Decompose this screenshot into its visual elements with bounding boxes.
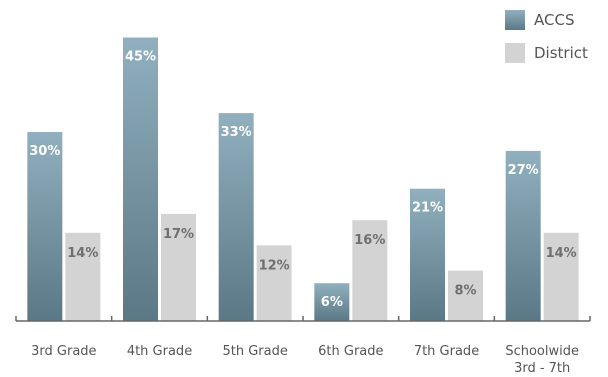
bar-district-3rd-grade (65, 232, 101, 321)
bar-accs-3rd-grade (27, 132, 63, 321)
bar-district-6th-grade (352, 220, 388, 321)
data-label-accs-7th-grade: 21% (412, 201, 443, 216)
data-label-accs-5th-grade: 33% (221, 125, 252, 140)
bar-district-7th-grade (448, 270, 483, 321)
data-label-district-7th-grade: 8% (454, 284, 476, 299)
x-tick-label-3rd-grade: 3rd Grade (31, 344, 96, 359)
bar-district-schoolwide-3rd-7th (543, 232, 579, 321)
x-axis: 3rd Grade 4th Grade 5th Grade 6th Grade 7th … (15, 316, 591, 376)
bar-accs-schoolwide-3rd-7th (505, 150, 541, 321)
x-tick-label-4th-grade: 4th Grade (127, 344, 192, 359)
data-label-district-4th-grade: 17% (163, 227, 194, 242)
data-label-accs-3rd-grade: 30% (29, 144, 60, 159)
bar-accs-5th-grade (218, 113, 254, 321)
legend-label-accs: ACCS (534, 11, 574, 29)
data-label-accs-4th-grade: 45% (125, 50, 156, 65)
data-label-accs-6th-grade: 6% (321, 295, 343, 310)
data-label-district-5th-grade: 12% (259, 258, 290, 273)
bar-accs-4th-grade (123, 37, 158, 321)
data-label-district-3rd-grade: 14% (67, 246, 98, 261)
data-label-accs-schoolwide-3rd-7th: 27% (508, 163, 539, 178)
legend-swatch-district (505, 43, 525, 63)
legend-label-district: District (534, 44, 588, 62)
data-label-district-6th-grade: 16% (354, 233, 385, 248)
legend: ACCS District (505, 10, 588, 63)
bar-accs-6th-grade (314, 283, 350, 321)
bar-district-5th-grade (256, 245, 292, 321)
x-tick-label-schoolwide-3rd-7th: Schoolwide 3rd - 7th (505, 344, 579, 376)
bars-layer (27, 37, 579, 321)
data-labels-layer: 30% 14% 45% 17% 33% 12% 6% 16% 21% 8% 27% 14% (29, 50, 576, 311)
legend-swatch-accs (505, 10, 525, 30)
x-tick-label-7th-grade: 7th Grade (414, 344, 479, 359)
bar-district-4th-grade (161, 213, 196, 321)
bar-accs-7th-grade (410, 188, 445, 321)
data-label-district-schoolwide-3rd-7th: 14% (546, 246, 577, 261)
x-tick-label-5th-grade: 5th Grade (222, 344, 287, 359)
x-tick-label-6th-grade: 6th Grade (318, 344, 383, 359)
